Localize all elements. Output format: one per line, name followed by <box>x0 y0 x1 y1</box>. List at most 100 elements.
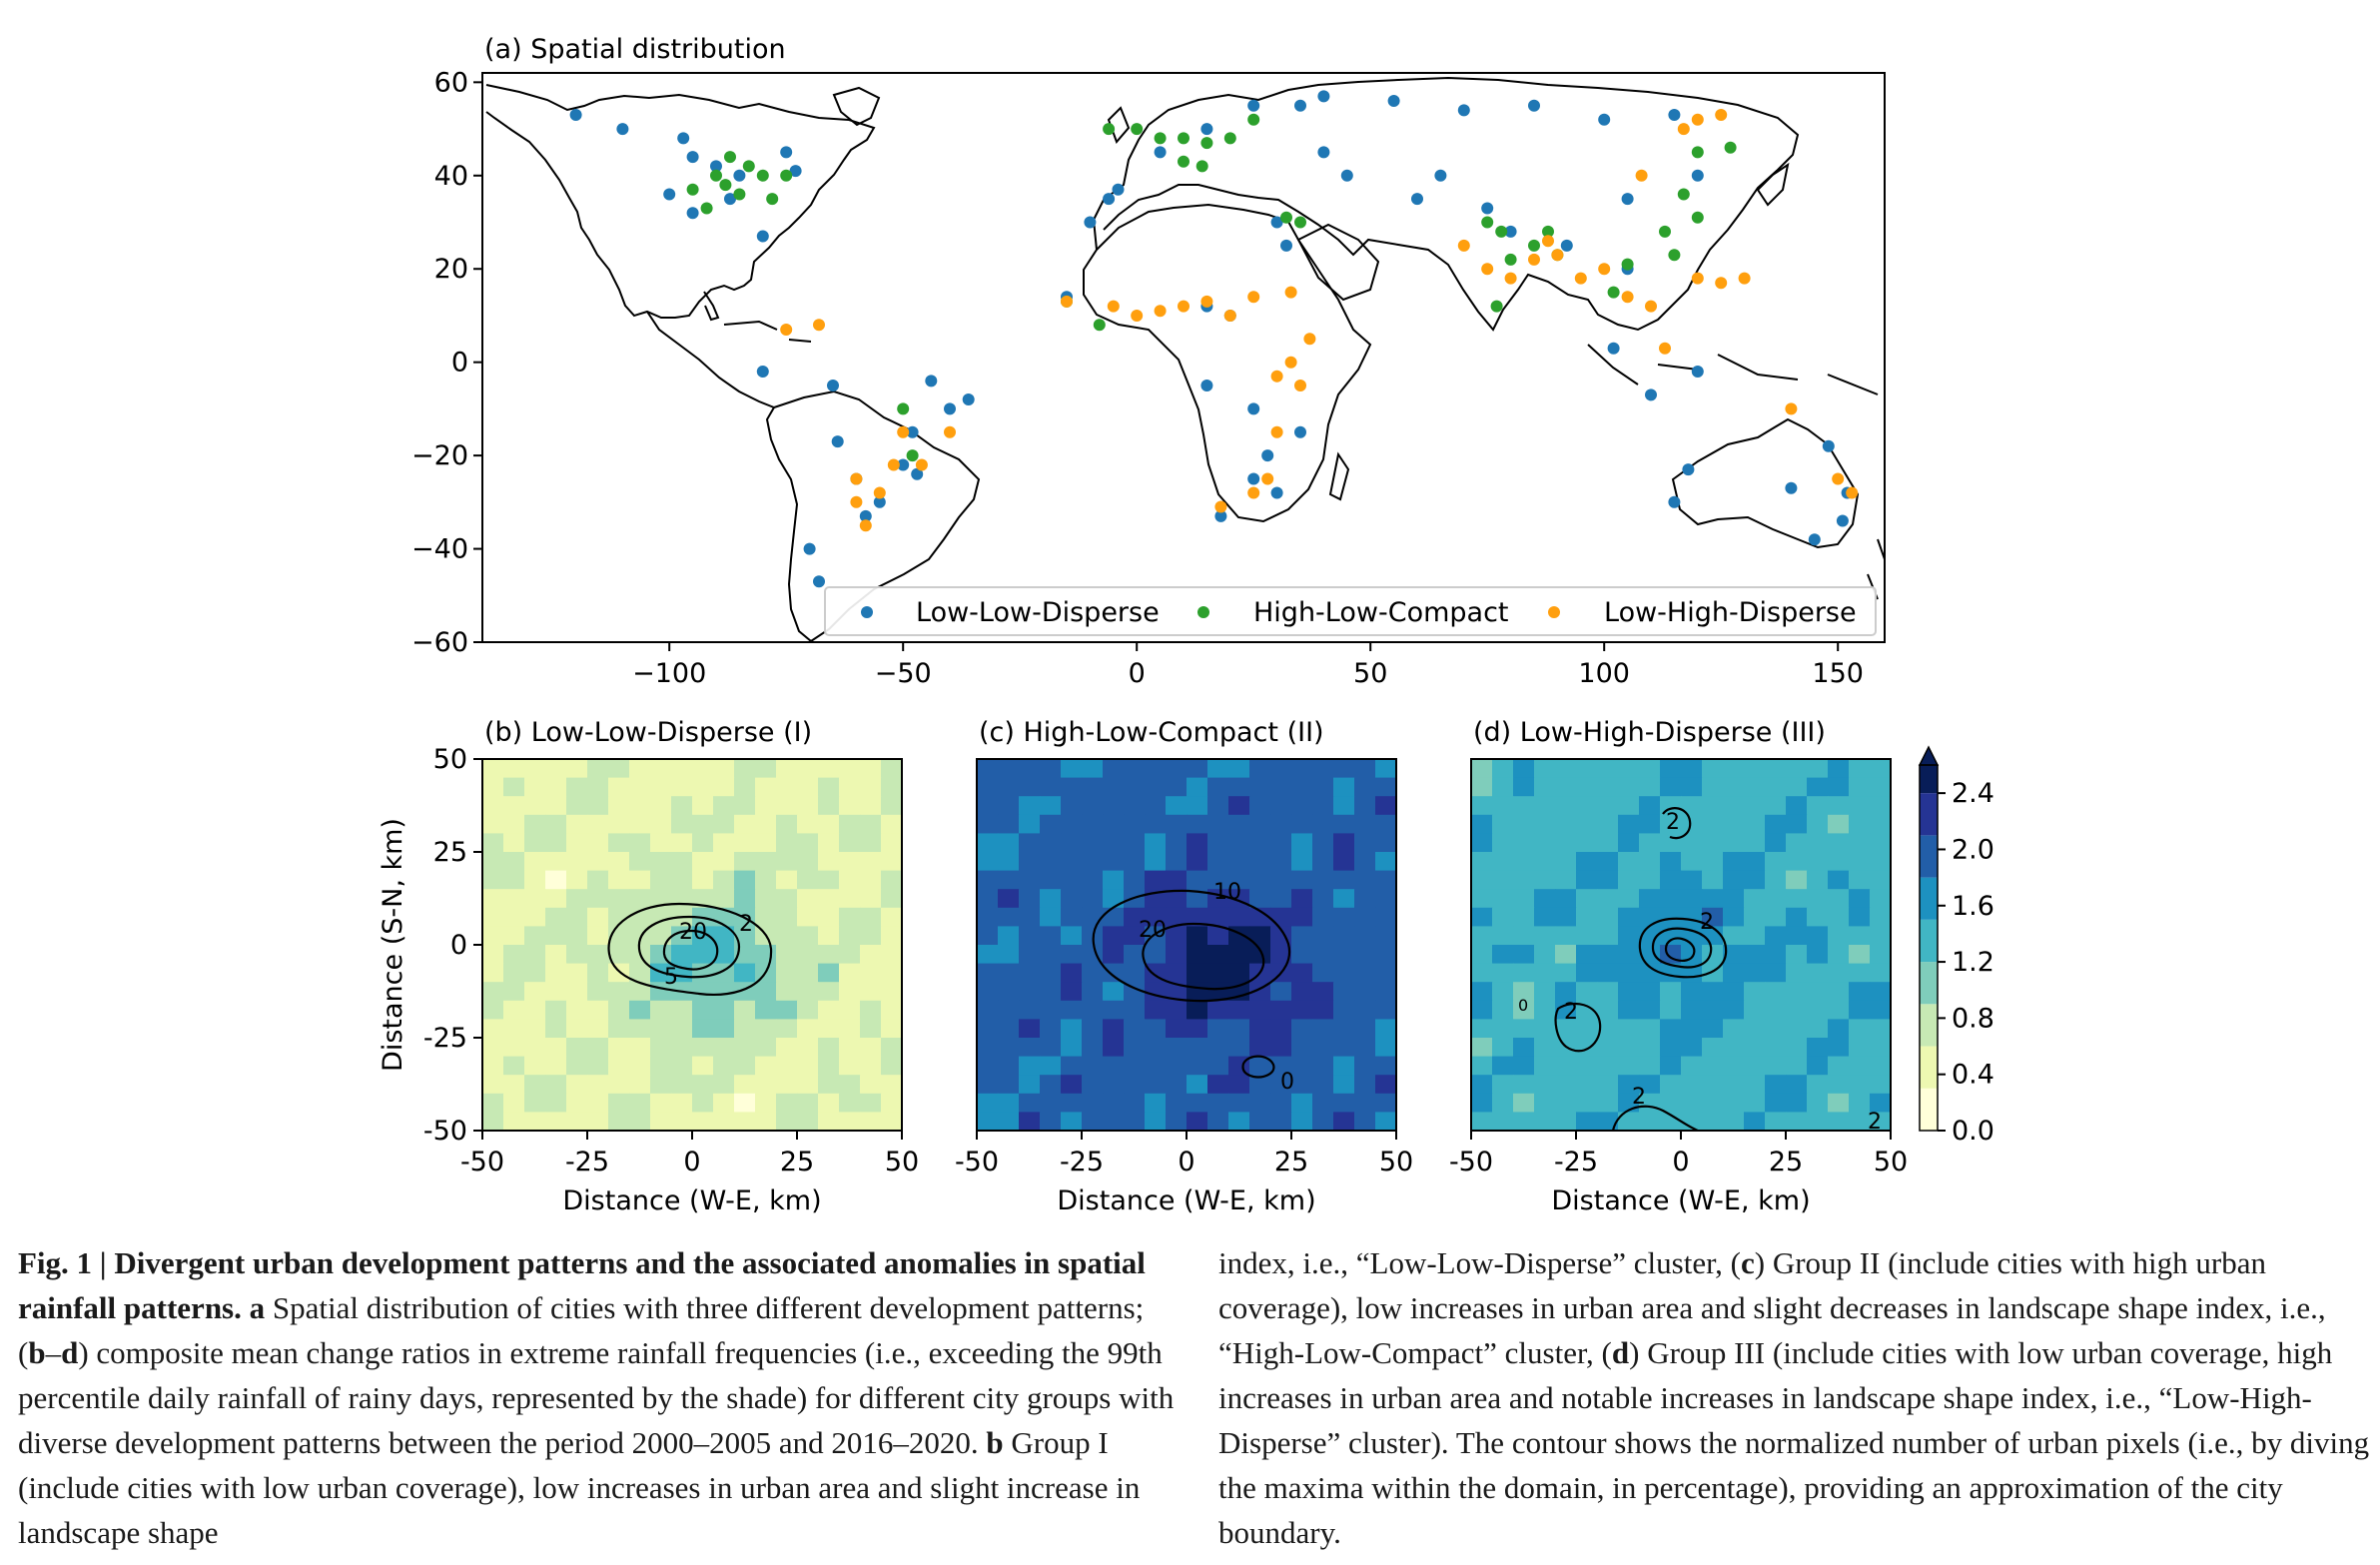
scatter-point-low-high-disperse-18 <box>1284 286 1297 299</box>
contour-b-outer <box>607 902 773 996</box>
heat-cell <box>1681 833 1703 853</box>
heat-cell <box>1207 945 1229 965</box>
heat-cell <box>977 852 999 872</box>
heat-cell <box>650 1000 672 1020</box>
heat-cell <box>1849 907 1871 927</box>
heat-cell <box>1040 759 1062 779</box>
heat-cell <box>1576 1019 1598 1039</box>
heat-cell <box>1471 777 1493 797</box>
scatter-point-high-low-compact-10 <box>1103 123 1116 136</box>
heat-cell <box>1375 1019 1396 1039</box>
colorbar-bands <box>1920 765 1938 1131</box>
heat-cell <box>1187 814 1208 834</box>
heat-cell <box>1019 1000 1041 1020</box>
heat-cell <box>818 870 840 890</box>
heat-cell <box>1765 1038 1787 1058</box>
heat-cell <box>1513 759 1535 779</box>
contour-label-d-2d: 2 <box>1632 1085 1646 1110</box>
heat-cell <box>1807 814 1829 834</box>
heat-cell <box>1492 1000 1514 1020</box>
heat-cell <box>1228 796 1250 816</box>
heat-cell <box>1807 796 1829 816</box>
heat-cell <box>1849 1038 1871 1058</box>
heat-cell <box>713 814 735 834</box>
scatter-point-high-low-compact-26 <box>1528 239 1540 252</box>
heat-cell <box>1765 852 1787 872</box>
heat-cell <box>1061 759 1083 779</box>
scatter-point-low-low-disperse-1 <box>616 123 629 136</box>
heat-cell <box>797 982 819 1002</box>
scatter-point-low-high-disperse-47 <box>1635 169 1648 182</box>
heat-cell <box>1786 796 1808 816</box>
heat-cell <box>1312 759 1334 779</box>
heat-cell <box>1249 1038 1271 1058</box>
heat-cell <box>1124 796 1146 816</box>
heat-cell <box>671 1038 693 1058</box>
heat-cell <box>1765 889 1787 909</box>
heat-cell <box>1249 907 1271 927</box>
map-ytick-label-6: −60 <box>411 627 468 658</box>
heat-cell <box>713 1093 735 1113</box>
heat-cell <box>1291 945 1313 965</box>
heat-cell <box>1492 1112 1514 1131</box>
heat-cell <box>713 852 735 872</box>
heat-cell <box>1660 1112 1682 1131</box>
heat-cell <box>1807 833 1829 853</box>
heat-cell <box>692 1093 714 1113</box>
scatter-point-low-low-disperse-29 <box>1247 99 1260 112</box>
heat-cell <box>1103 945 1125 965</box>
heat-cell <box>671 945 693 965</box>
heat-cell <box>1618 926 1640 946</box>
heat-cell <box>1103 1056 1125 1076</box>
heat-cell <box>1660 907 1682 927</box>
heat-cell <box>1681 852 1703 872</box>
heat-cell <box>1723 926 1745 946</box>
heat-cell <box>818 926 840 946</box>
heat-cell <box>1597 889 1619 909</box>
heat-cell <box>482 814 504 834</box>
heat-cell <box>1228 852 1250 872</box>
heat-cell <box>1681 1112 1703 1131</box>
heat-cell <box>566 926 588 946</box>
heat-cell <box>1187 963 1208 983</box>
heat-cell <box>1375 1112 1396 1131</box>
heat-cell <box>1849 889 1871 909</box>
heat-cell <box>1019 1075 1041 1095</box>
heat-cell <box>713 945 735 965</box>
heat-cell <box>629 1112 651 1131</box>
heat-cell <box>608 982 630 1002</box>
heat-cell <box>1187 796 1208 816</box>
heat-cell <box>1723 1112 1745 1131</box>
heat-cell <box>713 982 735 1002</box>
heat-cell <box>692 852 714 872</box>
heat-cell <box>797 759 819 779</box>
heat-cell <box>1040 1038 1062 1058</box>
heat-cell <box>1828 852 1850 872</box>
heat-cell <box>1354 907 1376 927</box>
heat-cell <box>1187 945 1208 965</box>
contour-c-inner <box>1142 922 1265 991</box>
heat-cell <box>1228 945 1250 965</box>
heat-cell <box>1660 777 1682 797</box>
heatmap-b <box>482 759 902 1131</box>
heat-cell <box>1555 1056 1577 1076</box>
heat-cell <box>1145 1056 1167 1076</box>
heat-cell <box>1019 796 1041 816</box>
colorbar-tick-label-0: 2.4 <box>1952 778 1994 809</box>
heat-cell <box>1124 907 1146 927</box>
heat-cell <box>545 1112 567 1131</box>
scatter-point-low-high-disperse-38 <box>1691 272 1704 285</box>
heat-cell <box>1744 1075 1766 1095</box>
heat-cell <box>860 1112 882 1131</box>
heat-cell <box>755 889 777 909</box>
heat-cell <box>1555 1000 1577 1020</box>
heat-cell <box>998 1056 1020 1076</box>
heat-cell <box>692 889 714 909</box>
heat-cell <box>1702 907 1724 927</box>
heat-cell <box>1187 1093 1208 1113</box>
heat-cell <box>860 759 882 779</box>
heat-cell <box>860 1038 882 1058</box>
heat-cell <box>998 833 1020 853</box>
caption-title: Divergent urban development patterns and… <box>18 1245 1146 1325</box>
heat-cell <box>1492 777 1514 797</box>
